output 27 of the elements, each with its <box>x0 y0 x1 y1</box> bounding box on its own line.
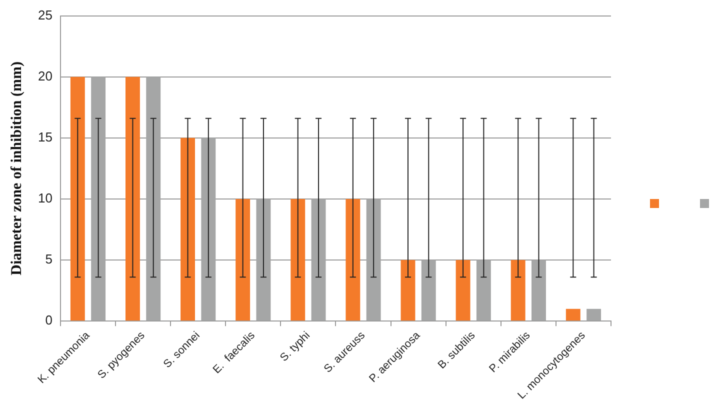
bar <box>456 260 470 321</box>
y-axis-title: Diameter zone of inhibition (mm) <box>8 62 25 276</box>
y-tick-label: 25 <box>38 7 52 22</box>
y-tick-label: 20 <box>38 68 52 84</box>
y-tick-label: 10 <box>38 190 52 206</box>
bar <box>510 260 526 321</box>
bar <box>70 76 85 321</box>
bar <box>125 76 140 321</box>
bar <box>146 76 161 321</box>
bar <box>366 198 381 321</box>
bar <box>566 308 580 321</box>
bar <box>586 308 602 321</box>
bar <box>290 198 306 321</box>
bar <box>346 198 360 321</box>
bar <box>236 198 250 321</box>
y-tick-label: 15 <box>38 130 52 144</box>
bar <box>201 138 216 321</box>
y-tick-label: 0 <box>45 312 52 328</box>
bar <box>311 198 326 321</box>
bar <box>400 260 416 321</box>
bar <box>476 260 491 321</box>
bar <box>532 260 546 321</box>
y-tick-label: 5 <box>45 252 52 267</box>
bar <box>180 138 195 321</box>
bar <box>91 76 106 321</box>
bar <box>256 198 271 321</box>
bar <box>421 260 436 321</box>
